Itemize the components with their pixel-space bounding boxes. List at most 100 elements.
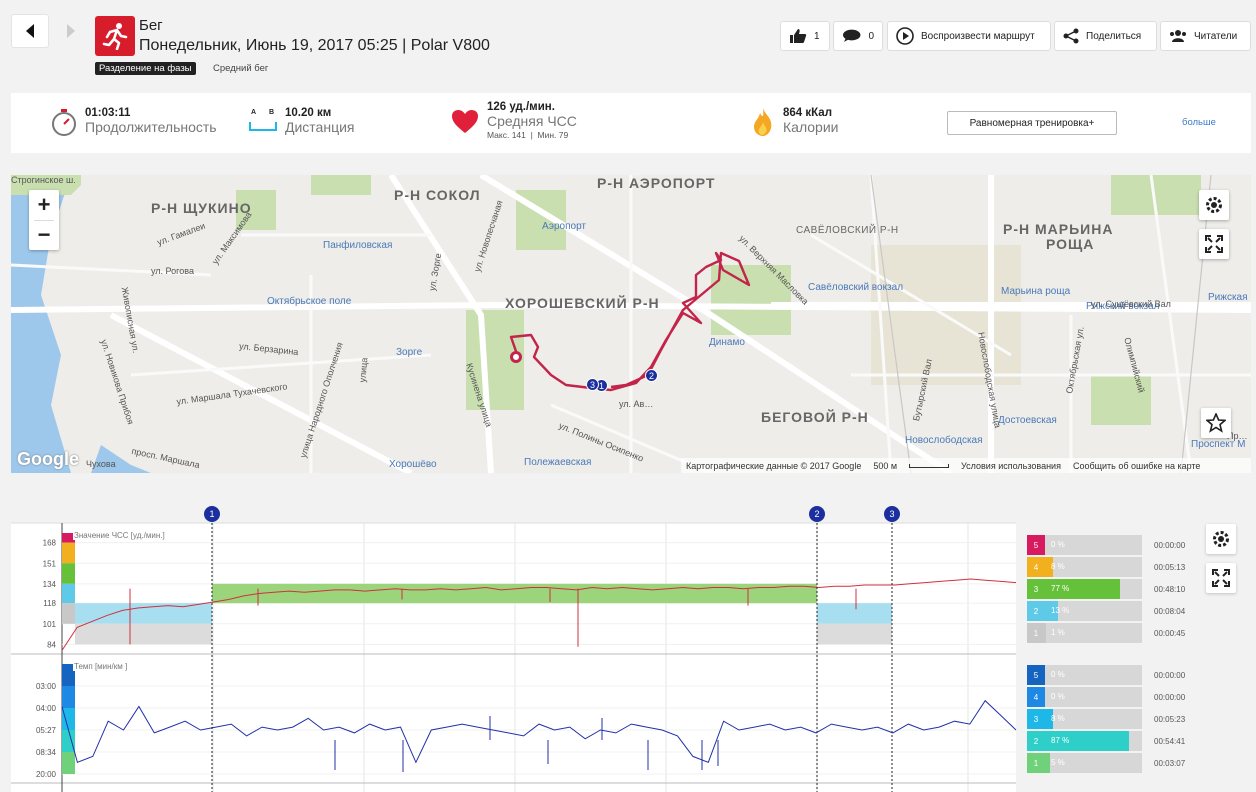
distance-point-a: A <box>251 109 257 116</box>
street-label: ул. Ав… <box>619 399 654 409</box>
lap-marker-label: 2 <box>814 509 819 519</box>
pace-zone-percent: 8 % <box>1051 714 1065 723</box>
hr-zone-bar: 13 % <box>1045 601 1142 621</box>
pace-tick-label: 03:00 <box>36 682 57 691</box>
gear-icon <box>1213 531 1229 547</box>
pace-zone-bar: 8 % <box>1045 709 1142 729</box>
hr-zone-percent: 1 % <box>1051 628 1065 637</box>
pace-zone-percent: 0 % <box>1051 670 1065 679</box>
district-label: САВЁЛОВСКИЙ Р-Н <box>796 225 899 236</box>
pace-zone-fill <box>1045 753 1050 773</box>
lap-marker <box>809 506 825 522</box>
flame-icon <box>754 108 772 136</box>
stopwatch-icon <box>52 109 76 136</box>
zoom-out-button[interactable]: − <box>37 222 51 248</box>
calories-value: 864 кКал <box>783 107 832 119</box>
phase-name[interactable]: Средний бег <box>213 63 269 74</box>
hr-tick-label: 168 <box>43 539 57 548</box>
hr-zone-bar: 1 % <box>1045 623 1142 643</box>
replay-route-label: Воспроизвести маршрут <box>921 30 1035 42</box>
hr-zone-number: 1 <box>1027 623 1045 643</box>
pace-zone-number: 3 <box>1027 709 1045 729</box>
pace-zone-number: 1 <box>1027 753 1045 773</box>
running-sport-icon <box>95 16 135 56</box>
more-link[interactable]: больше <box>1182 117 1216 128</box>
hr-zone-fill <box>1045 623 1046 643</box>
metro-label: Октябрьское поле <box>267 296 352 307</box>
hr-zone-percent: 0 % <box>1051 540 1065 549</box>
hr-zone-band <box>212 583 817 604</box>
hr-zone-swatch <box>62 603 75 624</box>
pace-zone-bar: 0 % <box>1045 665 1142 685</box>
favorite-route-button[interactable] <box>1201 408 1231 438</box>
comment-button[interactable]: 0 <box>833 21 883 51</box>
district-label: РОЩА <box>1046 236 1095 252</box>
pace-zone-number: 4 <box>1027 687 1045 707</box>
forward-button <box>52 14 90 48</box>
street-label: ул. Сущёвский Вал <box>1091 299 1171 309</box>
metro-label: Рижская <box>1208 292 1248 303</box>
hr-zone-number: 2 <box>1027 601 1045 621</box>
metro-label: Зорге <box>396 347 423 358</box>
distance-point-b: B <box>269 109 275 116</box>
hr-zone-fill <box>1045 579 1120 599</box>
district-label: БЕГОВОЙ Р-Н <box>761 409 869 425</box>
hr-zone-band <box>75 603 212 624</box>
hr-tick-label: 151 <box>43 559 57 568</box>
pace-zone-time: 00:00:00 <box>1154 693 1186 702</box>
pace-zone-swatch <box>62 752 75 774</box>
pace-zone-percent: 0 % <box>1051 692 1065 701</box>
back-button[interactable] <box>11 14 49 48</box>
lap-marker[interactable]: 2 <box>645 369 658 382</box>
lap-marker <box>884 506 900 522</box>
like-button[interactable]: 1 <box>780 21 830 51</box>
replay-route-button[interactable]: Воспроизвести маршрут <box>887 21 1051 51</box>
hr-tick-label: 134 <box>43 580 57 589</box>
hr-tick-label: 101 <box>43 620 57 629</box>
pace-tick-label: 08:34 <box>36 748 57 757</box>
report-link[interactable]: Сообщить об ошибке на карте <box>1072 460 1201 471</box>
district-label: Р-Н ЩУКИНО <box>151 200 252 216</box>
zoom-in-button[interactable]: + <box>37 191 51 217</box>
training-benefit-button[interactable]: Равномерная тренировка+ <box>947 111 1117 135</box>
lap-marker-label: 3 <box>889 509 894 519</box>
readers-button[interactable]: Читатели <box>1160 21 1251 51</box>
expand-icon <box>1205 235 1223 253</box>
metro-label: Достоевская <box>998 415 1057 426</box>
hr-zone-number: 5 <box>1027 535 1045 555</box>
heart-icon <box>452 110 478 133</box>
hr-zone-fill <box>1045 601 1058 621</box>
street-label: ул. Рогова <box>151 266 194 276</box>
hr-zone-row: 5 0 % <box>1027 535 1142 555</box>
distance-stat: A B 10.20 км Дистанция <box>249 107 355 135</box>
terms-link[interactable]: Условия использования <box>961 460 1061 471</box>
pace-zone-row: 4 0 % <box>1027 687 1142 707</box>
map-settings-button[interactable] <box>1199 190 1229 220</box>
hr-min: Мин. 79 <box>537 130 569 140</box>
street-label: Строгинское ш. <box>11 175 76 185</box>
gear-icon <box>1206 197 1222 213</box>
route-map[interactable]: Р-Н ЩУКИНО Р-Н СОКОЛ Р-Н АЭРОПОРТ ХОРОШЕ… <box>11 175 1251 473</box>
hr-zone-swatch <box>62 583 75 604</box>
metro-label: Савёловский вокзал <box>808 282 904 293</box>
pace-tick-label: 05:27 <box>36 726 57 735</box>
zoom-control: + − <box>29 190 59 250</box>
chart-settings-button[interactable] <box>1206 524 1236 554</box>
pace-tick-label: 20:00 <box>36 770 57 779</box>
metro-label: Марьина роща <box>1001 286 1071 297</box>
hr-zone-time: 00:00:45 <box>1154 629 1186 638</box>
share-button[interactable]: Поделиться <box>1054 21 1157 51</box>
route-start-marker[interactable] <box>510 351 522 363</box>
map-fullscreen-button[interactable] <box>1199 229 1229 259</box>
chart-background <box>11 523 1016 792</box>
chart-fullscreen-button[interactable] <box>1206 563 1236 593</box>
hr-zone-row: 1 1 % <box>1027 623 1142 643</box>
calories-stat: 864 кКал Калории <box>751 107 838 137</box>
pace-zone-bar: 5 % <box>1045 753 1142 773</box>
pace-zone-bar: 87 % <box>1045 731 1142 751</box>
hr-zone-bar: 0 % <box>1045 535 1142 555</box>
hr-zone-time: 00:05:13 <box>1154 563 1186 572</box>
duration-label: Продолжительность <box>85 119 217 135</box>
distance-icon: A B <box>249 107 277 135</box>
lap-marker[interactable]: 3 <box>586 378 599 391</box>
